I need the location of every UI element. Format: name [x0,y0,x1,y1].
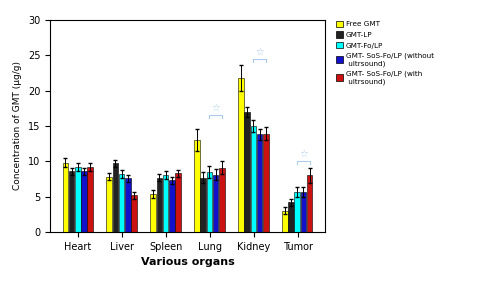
Bar [263,134,268,232]
Bar [294,192,300,232]
Y-axis label: Concentration of GMT (μg/g): Concentration of GMT (μg/g) [13,61,22,190]
Bar [75,167,80,232]
Text: ☆: ☆ [255,47,264,57]
Bar [288,202,294,232]
Bar [131,195,137,232]
Bar [219,168,224,232]
Bar [256,134,262,232]
Bar [194,140,200,232]
Bar [162,175,168,232]
Bar [213,175,218,232]
X-axis label: Various organs: Various organs [140,257,234,267]
Bar [282,211,288,232]
Bar [68,171,74,232]
Bar [244,112,250,232]
Bar [125,178,130,232]
Bar [300,192,306,232]
Bar [112,164,118,232]
Text: ☆: ☆ [211,103,220,113]
Text: ☆: ☆ [299,149,308,159]
Bar [118,174,124,232]
Bar [307,175,312,232]
Bar [150,194,156,232]
Bar [238,78,244,232]
Bar [250,126,256,232]
Bar [87,167,93,232]
Bar [106,177,112,232]
Legend: Free GMT, GMT-LP, GMT-Fo/LP, GMT- SoS-Fo/LP (without
 ultrsound), GMT- SoS-Fo/LP: Free GMT, GMT-LP, GMT-Fo/LP, GMT- SoS-Fo… [334,19,435,86]
Bar [169,181,174,232]
Bar [156,178,162,232]
Bar [175,173,180,232]
Bar [62,163,68,232]
Bar [81,171,86,232]
Bar [206,172,212,232]
Bar [200,178,206,232]
